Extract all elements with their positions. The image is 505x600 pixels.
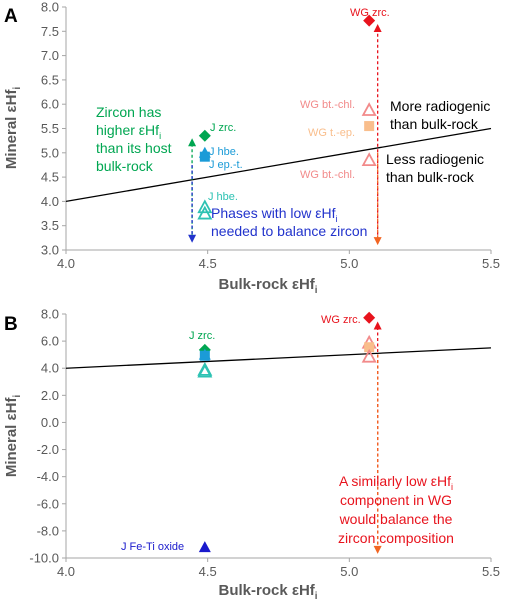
annotation-text: bulk-rock [96, 158, 154, 174]
point-label: WG bt.-chl. [300, 169, 355, 181]
arrow-head [373, 24, 382, 33]
y-tick-label: 0.0 [41, 415, 59, 430]
y-tick-label: 3.5 [41, 218, 59, 233]
equality-line [65, 347, 492, 369]
annotation-text: would balance the [339, 511, 453, 527]
x-axis-title: Bulk-rock εHfi [218, 582, 317, 600]
x-tick-label: 5.0 [340, 564, 358, 579]
y-tick-label: -2.0 [37, 442, 59, 457]
point-label: WG zrc. [321, 314, 361, 326]
data-point-square [199, 151, 210, 162]
point-label: J zrc. [189, 330, 215, 342]
data-point-triangle [361, 102, 377, 116]
arrow-head [188, 138, 197, 147]
panel-letter: B [4, 314, 18, 335]
annotation-text: component in WG [340, 492, 452, 508]
point-label: J zrc. [210, 122, 236, 134]
data-point-square [199, 350, 210, 361]
x-tick-label: 4.0 [57, 256, 75, 271]
arrow-head [373, 321, 382, 330]
x-tick-label: 4.0 [57, 564, 75, 579]
point-label: J hbe. [209, 146, 239, 158]
panel-letter: A [4, 6, 18, 27]
y-tick-label: 6.0 [41, 334, 59, 349]
y-tick-label: -6.0 [37, 496, 59, 511]
point-label: WG zrc. [350, 7, 390, 19]
annotation-text: More radiogenic [390, 98, 490, 114]
annotation-text: than bulk-rock [386, 169, 475, 185]
y-tick-label: 7.0 [41, 48, 59, 63]
y-axis-title: Mineral εHfi [3, 395, 23, 478]
point-label: J hbe. [208, 191, 238, 203]
annotation-text: than its host [96, 140, 172, 156]
data-point-diamond [363, 14, 376, 27]
point-label: J Fe-Ti oxide [121, 541, 184, 553]
chart-panel-b: B -10.0 -8.0 -6.0 -4.0 -2.0 0.0 2.0 4.0 6.0 8.0 4.0… [3, 307, 500, 600]
y-tick-label: -4.0 [37, 469, 59, 484]
point-label: WG bt.-chl. [300, 99, 355, 111]
arrow-head [373, 237, 382, 246]
data-point-triangle [197, 205, 213, 220]
y-tick-label: 6.0 [41, 97, 59, 112]
y-tick-label: -8.0 [37, 523, 59, 538]
point-label: WG t.-ep. [308, 127, 355, 139]
annotation-text: Zircon has [96, 104, 161, 120]
y-tick-label: 4.5 [41, 170, 59, 185]
data-point-square [364, 342, 375, 353]
y-tick-label: 2.0 [41, 388, 59, 403]
annotation-text: higher εHfi [96, 122, 161, 141]
annotation-text: A similarly low εHfi [339, 473, 453, 492]
y-tick-label: 4.0 [41, 361, 59, 376]
y-tick-label: -10.0 [29, 551, 59, 566]
y-tick-label: 8.0 [41, 0, 59, 15]
x-axis-title: Bulk-rock εHfi [218, 276, 317, 296]
data-point-diamond [198, 129, 211, 142]
data-point-triangle [361, 152, 377, 166]
y-tick-label: 6.5 [41, 72, 59, 87]
x-tick-label: 5.0 [340, 256, 358, 271]
data-point-triangle [198, 541, 211, 553]
annotation-text: needed to balance zircon [211, 223, 367, 239]
y-tick-label: 7.5 [41, 24, 59, 39]
y-tick-label: 4.0 [41, 194, 59, 209]
x-tick-label: 4.5 [199, 256, 217, 271]
point-label: J ep.-t. [209, 159, 243, 171]
equality-line [65, 127, 492, 203]
data-point-triangle [361, 348, 377, 363]
annotation-text: zircon composition [338, 530, 454, 546]
y-tick-label: 5.5 [41, 121, 59, 136]
annotation-text: than bulk-rock [390, 116, 479, 132]
data-point-square [364, 121, 375, 132]
y-axis-title: Mineral εHfi [3, 87, 23, 170]
arrow-head [188, 234, 197, 243]
x-tick-label: 5.5 [482, 564, 500, 579]
y-tick-label: 8.0 [41, 307, 59, 322]
x-tick-label: 5.5 [482, 256, 500, 271]
y-tick-label: 3.0 [41, 243, 59, 258]
data-point-triangle [197, 199, 213, 214]
y-tick-label: 5.0 [41, 145, 59, 160]
chart-panel-a: A 3.0 3.5 4.0 4.5 5.0 5.5 6.0 6.5 7.0 7.5 8.0 4.0 4.5… [3, 0, 500, 296]
data-point-triangle [197, 363, 213, 378]
annotation-text: Phases with low εHfi [211, 205, 338, 224]
x-tick-label: 4.5 [199, 564, 217, 579]
data-point-diamond [363, 311, 376, 324]
annotation-text: Less radiogenic [386, 151, 484, 167]
arrow-head [373, 545, 382, 554]
